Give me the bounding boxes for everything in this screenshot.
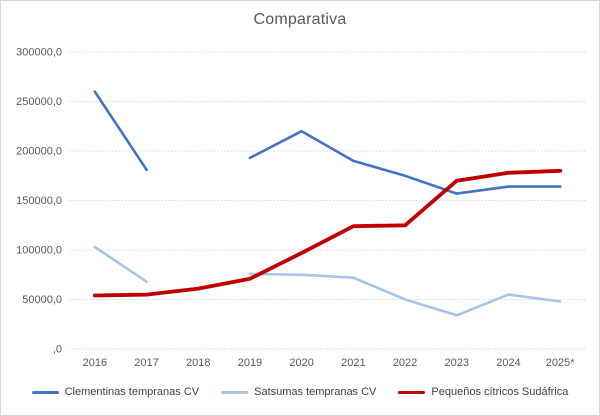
y-axis-tick-label: 100000,0 — [16, 245, 62, 257]
x-axis-tick-label: 2016 — [83, 357, 107, 369]
chart-title: Comparativa — [253, 11, 347, 28]
legend-label: Clementinas tempranas CV — [64, 386, 200, 398]
x-axis-tick-label: 2023 — [445, 357, 469, 369]
legend-item: Satsumas tempranas CV — [221, 386, 376, 398]
legend-label: Satsumas tempranas CV — [254, 386, 377, 398]
x-axis-tick-label: 2020 — [289, 357, 313, 369]
legend-line-swatch — [31, 390, 59, 394]
y-axis-tick-label: 50000,0 — [22, 294, 62, 306]
x-axis-tick-label: 2025* — [546, 357, 575, 369]
legend-item: Pequeños cítricos Sudáfrica — [398, 386, 568, 398]
x-axis-tick-label: 2022 — [393, 357, 417, 369]
y-axis-tick-label: 200000,0 — [16, 146, 62, 158]
series-line-3 — [92, 168, 563, 298]
x-axis-tick-label: 2024 — [496, 357, 520, 369]
series-line-2 — [93, 245, 562, 317]
x-axis-tick-label: 2019 — [238, 357, 262, 369]
legend: Clementinas tempranas CV Satsumas tempran… — [1, 386, 599, 398]
x-axis-tick-label: 2021 — [341, 357, 365, 369]
y-axis-tick-label: ,0 — [53, 344, 62, 356]
x-axis-tick-label: 2017 — [134, 357, 158, 369]
line-plot-canvas: ,0 50000,0 100000,0 150000,0 200000,0 250000,… — [16, 47, 586, 369]
legend-label: Pequeños cítricos Sudáfrica — [431, 386, 569, 398]
legend-line-swatch — [221, 390, 249, 394]
y-axis-tick-label: 250000,0 — [16, 96, 62, 108]
series-line-1 — [93, 90, 562, 195]
y-axis-tick-label: 150000,0 — [16, 195, 62, 207]
x-axis-tick-label: 2018 — [186, 357, 210, 369]
y-axis-tick-label: 300000,0 — [16, 47, 62, 59]
legend-item: Clementinas tempranas CV — [31, 386, 200, 398]
legend-line-swatch — [398, 390, 426, 394]
